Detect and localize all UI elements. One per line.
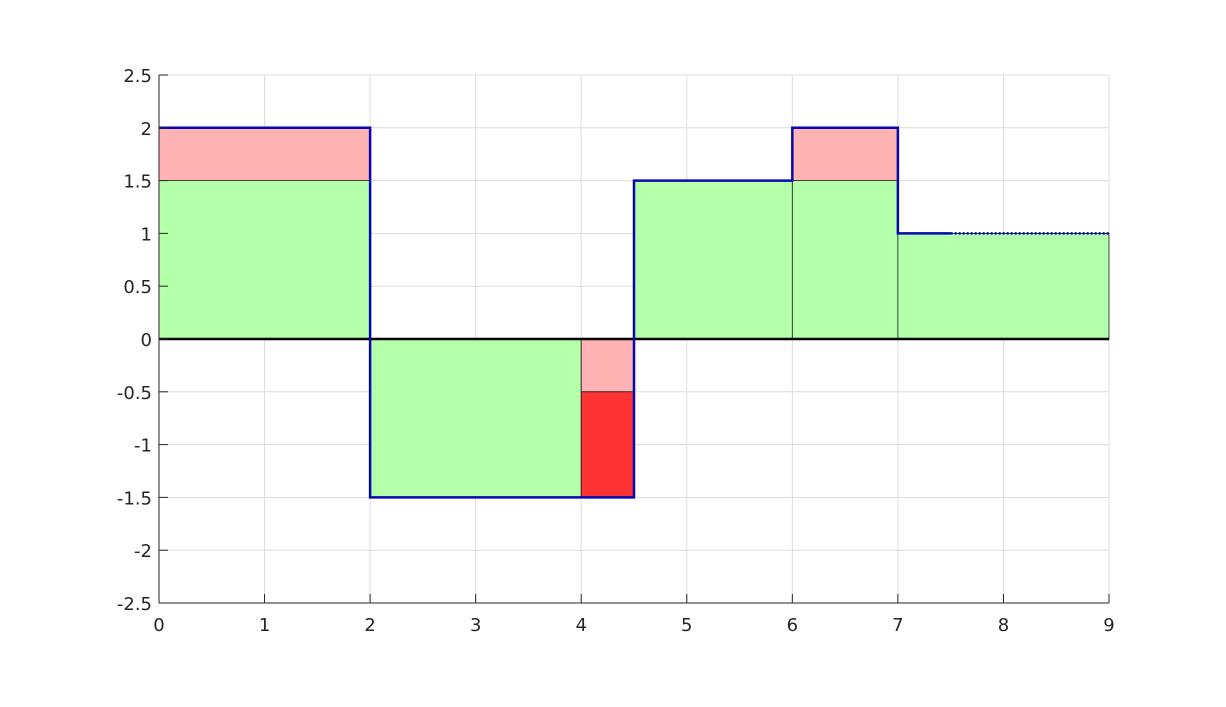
- y-tick-label-4: 0.5: [123, 277, 152, 298]
- region-light_red-1: [158, 127, 371, 182]
- x-tick-label-7: 7: [892, 615, 903, 636]
- x-tick-label-8: 8: [998, 615, 1009, 636]
- y-tick-label-0: 2.5: [123, 66, 152, 87]
- y-tick-label-9: -2: [134, 541, 152, 562]
- x-tick-label-6: 6: [787, 615, 798, 636]
- x-tick-label-1: 1: [259, 615, 270, 636]
- region-green-6: [791, 180, 899, 340]
- y-tick-label-7: -1: [134, 436, 152, 457]
- y-tick-label-1: 2: [141, 119, 152, 140]
- x-tick-label-3: 3: [470, 615, 481, 636]
- region-green-2: [369, 338, 582, 498]
- x-tick-label-2: 2: [364, 615, 375, 636]
- y-tick-label-10: -2.5: [117, 594, 152, 615]
- region-light_red-7: [791, 127, 899, 182]
- x-tick-label-4: 4: [575, 615, 586, 636]
- region-light_red-3: [580, 338, 635, 393]
- x-tick-label-9: 9: [1103, 615, 1114, 636]
- y-tick-label-3: 1: [141, 224, 152, 245]
- series-lines: [159, 126, 1109, 499]
- region-red-4: [580, 391, 635, 498]
- y-tick-label-5: 0: [141, 330, 152, 351]
- x-tick-label-5: 5: [681, 615, 692, 636]
- x-tick-label-0: 0: [153, 615, 164, 636]
- y-tick-label-2: 1.5: [123, 172, 152, 193]
- y-tick-label-6: -0.5: [117, 383, 152, 404]
- y-tick-label-8: -1.5: [117, 488, 152, 509]
- axes: 0 1 2 3 4 5 6 7 8 9 2.5 2 1.5 1 0.5 0 -0.5 -1 -1.5 -2 -2.5: [117, 66, 1115, 636]
- filled-regions: [158, 127, 1110, 498]
- region-green-8: [897, 232, 1110, 340]
- step-series-outline: [159, 127, 951, 498]
- region-green-0: [158, 180, 371, 340]
- region-green-5: [633, 180, 793, 340]
